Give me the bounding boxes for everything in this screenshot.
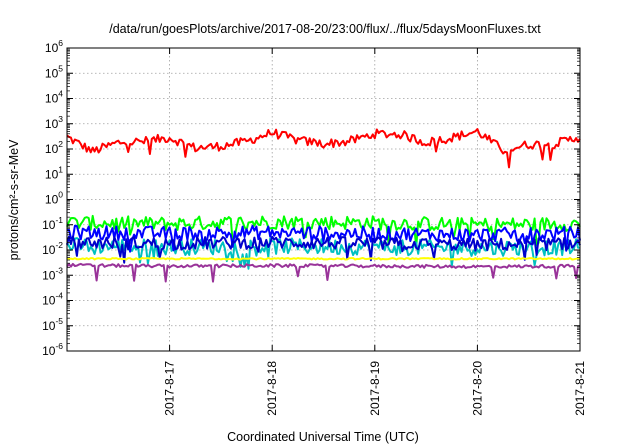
y-tick-label: 100 [45,190,63,207]
y-tick-label: 10-6 [42,341,63,358]
series-line [66,214,581,249]
x-axis-ticks: 2017-8-17 2017-8-18 2017-8-19 2017-8-20 2017… [163,48,587,416]
x-axis-label: Coordinated Universal Time (UTC) [227,430,419,444]
y-tick-label: 101 [45,164,63,181]
x-tick-label: 2017-8-20 [470,361,484,416]
y-tick-exponent: 1 [58,164,63,174]
y-tick-exponent: 4 [58,89,63,99]
series-line [66,235,581,264]
y-tick-exponent: -5 [55,316,63,326]
series-group [66,128,581,283]
y-tick-exponent: -6 [55,341,63,351]
x-tick-label: 2017-8-19 [368,361,382,416]
y-tick-exponent: 3 [58,114,63,124]
series-line [66,262,581,283]
y-axis-label: protons/cm²-s-sr-MeV [7,139,21,261]
chart-title: /data/run/goesPlots/archive/2017-08-20/2… [109,22,541,36]
y-tick-label: 104 [45,89,63,106]
y-tick-exponent: 5 [58,63,63,73]
y-tick-label: 10-1 [42,215,63,232]
y-tick-exponent: -1 [55,215,63,225]
y-tick-label: 102 [45,139,63,156]
y-tick-exponent: -4 [55,291,63,301]
grid-lines [67,48,580,351]
series-line [66,224,581,253]
y-tick-label: 10-5 [42,316,63,333]
y-axis-ticks: 10-610-510-410-310-210-11001011021031041… [42,38,580,358]
y-tick-label: 10-2 [42,240,63,257]
y-tick-exponent: -3 [55,265,63,275]
series-line [66,128,581,169]
y-tick-exponent: 6 [58,38,63,48]
series-line [66,237,580,270]
y-tick-exponent: -2 [55,240,63,250]
x-tick-label: 2017-8-17 [163,361,177,416]
y-tick-label: 10-3 [42,265,63,282]
x-tick-label: 2017-8-21 [573,361,587,416]
x-tick-label: 2017-8-18 [265,361,279,416]
y-tick-label: 105 [45,63,63,80]
y-tick-exponent: 0 [58,190,63,200]
series-line [66,257,581,261]
y-tick-label: 103 [45,114,63,131]
y-tick-exponent: 2 [58,139,63,149]
y-tick-label: 106 [45,38,63,55]
y-tick-label: 10-4 [42,291,63,308]
